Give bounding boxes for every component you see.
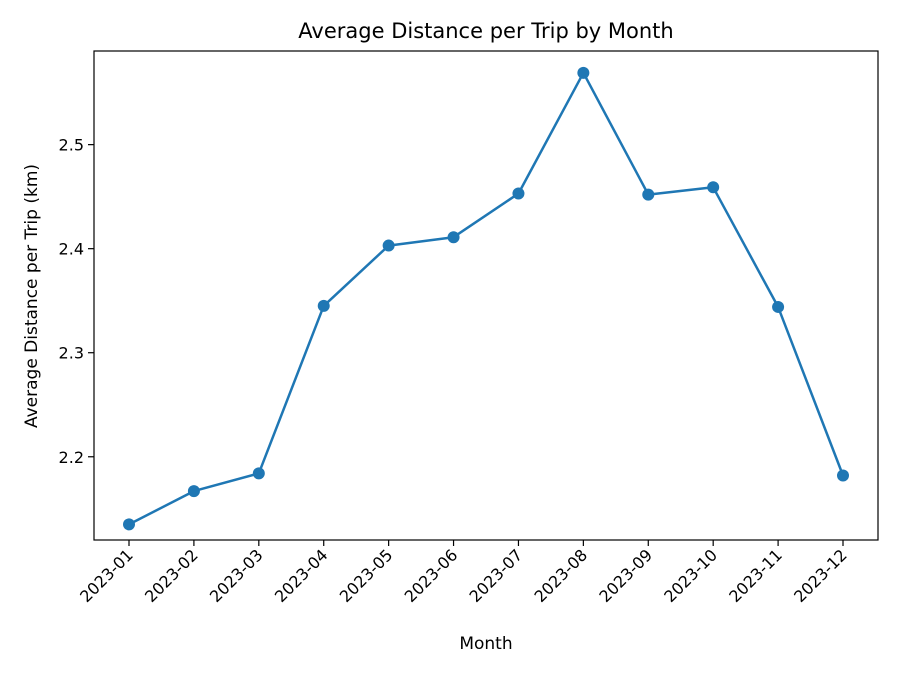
x-axis: 2023-01 2023-02 2023-03 2023-04 2023-05 2023-… <box>76 540 851 606</box>
x-tick-label: 2023-09 <box>595 545 656 606</box>
x-tick-label: 2023-05 <box>336 545 397 606</box>
data-point <box>707 181 720 194</box>
x-tick-label: 2023-02 <box>141 545 202 606</box>
x-tick-label: 2023-06 <box>401 545 462 606</box>
data-point <box>187 485 200 498</box>
y-tick-label: 2.3 <box>59 344 84 363</box>
data-point <box>772 300 785 313</box>
plot-area-frame <box>93 50 879 541</box>
data-point <box>837 469 849 482</box>
data-point <box>317 299 330 312</box>
x-tick-label: 2023-07 <box>466 545 527 606</box>
y-axis-label: Average Distance per Trip (km) <box>22 164 42 428</box>
x-tick-label: 2023-08 <box>530 545 591 606</box>
data-point <box>252 467 265 480</box>
chart-title: Average Distance per Trip by Month <box>298 19 673 43</box>
series-line <box>128 71 845 526</box>
data-points <box>123 66 849 531</box>
y-tick-label: 2.2 <box>59 448 84 467</box>
x-tick-label: 2023-01 <box>76 545 137 606</box>
x-tick-label: 2023-04 <box>271 545 332 606</box>
y-axis: 2.2 2.3 2.4 2.5 <box>59 136 94 467</box>
y-tick-label: 2.4 <box>59 240 84 259</box>
x-tick-label: 2023-11 <box>725 545 786 606</box>
x-tick-label: 2023-12 <box>790 545 851 606</box>
x-axis-label: Month <box>459 634 512 654</box>
data-point <box>512 187 525 200</box>
x-tick-label: 2023-03 <box>206 545 267 606</box>
data-point <box>642 188 655 201</box>
x-tick-label: 2023-10 <box>660 545 721 606</box>
data-point <box>382 239 395 252</box>
data-point <box>123 518 135 531</box>
data-point <box>447 231 460 244</box>
data-point <box>577 66 590 79</box>
y-tick-label: 2.5 <box>59 136 84 155</box>
